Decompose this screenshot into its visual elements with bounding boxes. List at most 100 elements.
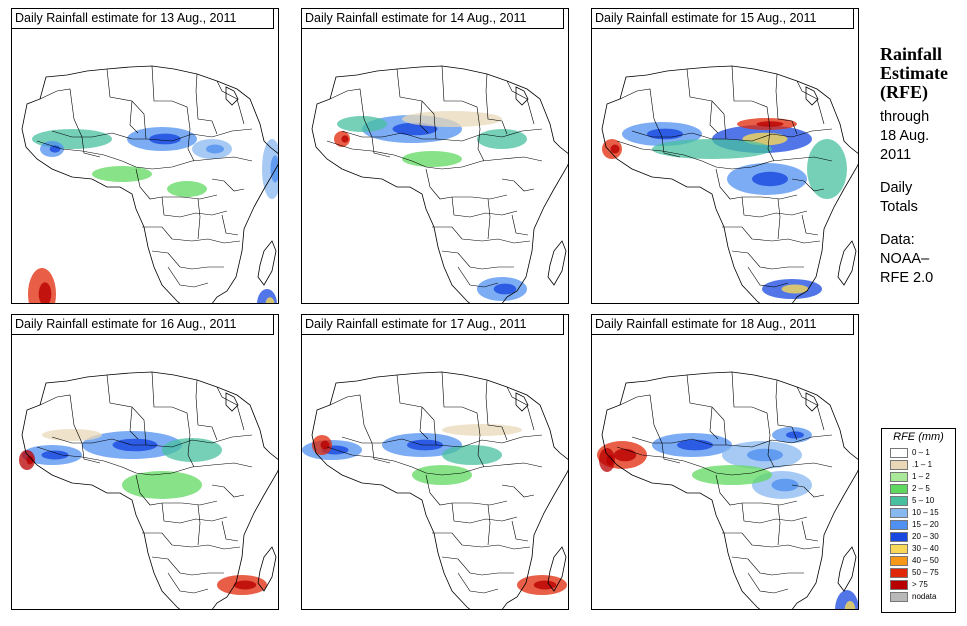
island-outline	[225, 86, 239, 106]
country-border	[187, 434, 195, 468]
country-border	[457, 572, 499, 594]
country-border	[167, 572, 209, 594]
rainfall-area	[337, 116, 387, 132]
rainfall-core	[265, 297, 275, 303]
legend-swatch	[890, 568, 908, 578]
country-border	[211, 484, 245, 498]
legend-swatch	[890, 544, 908, 554]
rainfall-map	[21, 65, 278, 303]
country-border	[777, 198, 781, 240]
rainfall-core	[206, 144, 224, 154]
country-border	[501, 178, 535, 192]
country-border	[441, 65, 481, 130]
country-border	[722, 226, 821, 244]
panel-title: Daily Rainfall estimate for 15 Aug., 201…	[592, 9, 854, 29]
country-border	[791, 484, 825, 498]
heading-line: (RFE)	[880, 82, 928, 102]
legend-swatch	[890, 580, 908, 590]
legend-label: 5 – 10	[912, 496, 935, 505]
africa-landmass	[22, 66, 278, 303]
rainfall-core	[41, 450, 69, 460]
legend-swatch	[890, 496, 908, 506]
country-border	[39, 394, 83, 444]
legend-label: 20 – 30	[912, 532, 939, 541]
country-border	[81, 136, 101, 158]
island-outline	[225, 392, 239, 412]
island-outline	[257, 240, 277, 286]
rainfall-core	[26, 455, 34, 465]
country-border	[619, 394, 663, 444]
rainfall-core	[752, 171, 788, 187]
island-outline	[805, 86, 819, 106]
country-border	[619, 88, 663, 138]
rainfall-core	[747, 448, 783, 462]
country-border	[129, 100, 139, 134]
through-label: through	[880, 109, 930, 125]
country-border	[151, 65, 191, 130]
rainfall-core	[38, 282, 52, 303]
country-border	[709, 100, 719, 134]
country-border	[51, 128, 253, 142]
country-border	[326, 140, 543, 170]
rainfall-core	[844, 601, 856, 609]
legend-item: 40 – 50	[890, 556, 955, 566]
legend-item: 30 – 40	[890, 544, 955, 554]
country-border	[801, 520, 819, 542]
rainfall-area	[807, 139, 847, 199]
heading-line: Rainfall	[880, 44, 943, 64]
rainfall-core	[270, 155, 278, 183]
rainfall-core	[533, 580, 557, 590]
island-outline	[837, 546, 857, 592]
country-border	[777, 504, 781, 546]
country-border	[341, 434, 543, 448]
country-border	[216, 80, 245, 125]
country-border	[441, 250, 514, 270]
legend-item: 15 – 20	[890, 520, 955, 530]
country-border	[631, 128, 833, 142]
rainfall-core	[233, 580, 257, 590]
country-border	[432, 532, 531, 550]
legend-swatch	[890, 520, 908, 530]
island-outline	[805, 392, 819, 412]
country-border	[329, 394, 373, 444]
country-border	[451, 196, 518, 218]
africa-landmass	[312, 66, 568, 303]
rainfall-core	[341, 135, 349, 143]
country-border	[161, 502, 228, 524]
legend-label: > 75	[912, 580, 928, 589]
rfe-legend: RFE (mm) 0 – 1 .1 – 1 1 – 2 2 – 5 5 – 10…	[881, 428, 956, 613]
legend-label: 10 – 15	[912, 508, 939, 517]
rainfall-area	[402, 111, 502, 127]
map-panel-14-aug: Daily Rainfall estimate for 14 Aug., 201…	[301, 8, 569, 304]
legend-label: 30 – 40	[912, 544, 939, 553]
country-border	[419, 406, 429, 440]
country-border	[197, 198, 201, 240]
rainfall-area	[122, 471, 202, 499]
daily-label: Daily	[880, 180, 913, 196]
country-border	[767, 434, 775, 468]
rainfall-area	[262, 139, 278, 199]
country-border	[477, 434, 485, 468]
country-border	[221, 214, 239, 236]
legend-item: 2 – 5	[890, 484, 955, 494]
rainfall-core	[781, 284, 809, 294]
rainfall-area	[652, 139, 772, 159]
island-outline	[547, 546, 567, 592]
country-border	[329, 88, 373, 138]
rainfall-map	[302, 371, 568, 609]
country-border	[801, 214, 819, 236]
country-border	[39, 88, 83, 138]
map-panel-18-aug: Daily Rainfall estimate for 18 Aug., 201…	[591, 314, 859, 610]
rainfall-area	[162, 438, 222, 462]
rainfall-core	[756, 121, 784, 127]
country-border	[775, 379, 798, 441]
country-border	[485, 379, 508, 441]
country-border	[151, 250, 224, 270]
legend-swatch	[890, 556, 908, 566]
country-border	[796, 386, 825, 431]
rainfall-core	[320, 440, 330, 450]
legend-item: 20 – 30	[890, 532, 955, 542]
legend-label: 40 – 50	[912, 556, 939, 565]
africa-landmass	[602, 372, 858, 609]
legend-swatch	[890, 508, 908, 518]
